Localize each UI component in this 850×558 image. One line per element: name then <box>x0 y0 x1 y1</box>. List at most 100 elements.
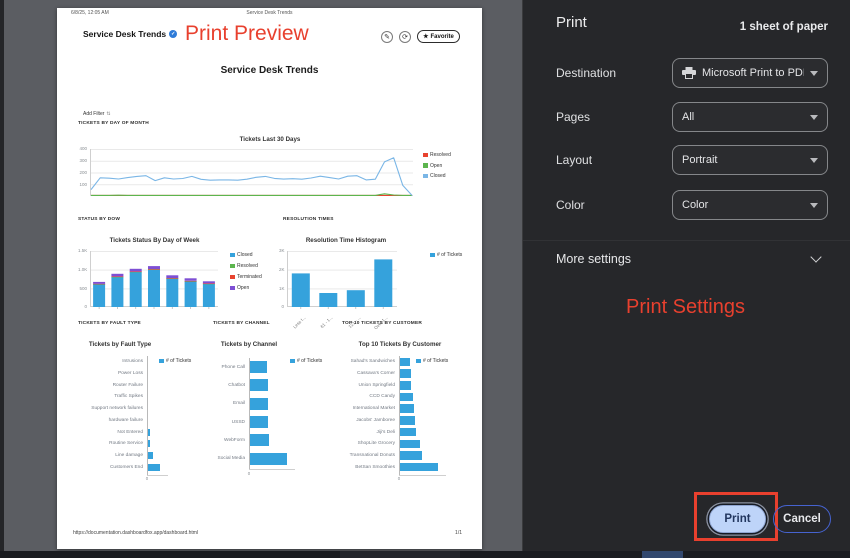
bar <box>93 284 106 307</box>
chart-status-by-day-of-week: Tickets Status By Day of Week 1.5K 1.0K 500… <box>78 234 278 326</box>
bar <box>184 281 197 282</box>
chart-title: Tickets Last 30 Days <box>239 136 301 143</box>
bar <box>111 277 124 307</box>
legend-label: Terminated <box>237 274 262 280</box>
axis-line <box>146 356 148 475</box>
bar <box>147 416 149 424</box>
category-label: Social Media <box>217 456 245 462</box>
page-title: Service Desk Trends <box>220 65 319 76</box>
print-button[interactable]: Print <box>709 505 766 533</box>
bar <box>166 275 179 279</box>
layout-select[interactable]: Portrait <box>672 145 828 175</box>
destination-select[interactable]: Microsoft Print to PDF <box>672 58 828 88</box>
bar <box>399 462 438 472</box>
color-value: Color <box>682 199 709 211</box>
sheet-count: 1 sheet of paper <box>739 21 828 33</box>
bar <box>249 434 269 447</box>
star-icon: ★ <box>423 34 429 40</box>
bar <box>249 416 268 429</box>
category-label: WebForm <box>224 437 245 443</box>
filter-icon: ⇅ <box>106 111 111 117</box>
bar <box>399 439 421 448</box>
printer-icon <box>682 67 696 79</box>
bar <box>148 269 160 307</box>
color-select[interactable]: Color <box>672 190 828 220</box>
legend-swatch <box>423 152 428 158</box>
section-day-of-month: TICKETS BY DAY OF MONTH <box>78 121 149 126</box>
bar <box>148 269 160 270</box>
bar <box>166 278 179 279</box>
bar <box>249 452 287 465</box>
category-label: Customers End <box>109 464 143 470</box>
bar <box>111 276 124 277</box>
bar <box>202 281 215 284</box>
bar <box>147 463 160 471</box>
bar <box>147 393 148 401</box>
axis-label: 1.5K <box>78 248 88 254</box>
legend-item: # of Tickets <box>430 252 462 258</box>
legend-item: Resolved <box>230 263 258 269</box>
bar <box>147 405 148 413</box>
series-line-closed <box>90 157 413 196</box>
print-header-title: Service Desk Trends <box>246 10 293 16</box>
chart-tickets-by-channel: Tickets by Channel # of Tickets Phone Call… <box>202 338 340 493</box>
bar <box>147 370 148 378</box>
section-channel: TICKETS BY CHANNEL <box>213 321 270 326</box>
caret-down-icon <box>810 157 818 163</box>
legend-label: Closed <box>430 173 446 179</box>
legend-swatch <box>416 358 421 364</box>
bar <box>166 278 179 307</box>
preview-page: 6/8/25, 12:05 AM Service Desk Trends Ser… <box>57 8 482 549</box>
section-resolution-times: RESOLUTION TIMES <box>283 217 334 222</box>
category-label: CCD Candy <box>369 394 395 400</box>
dashboard-title: Service Desk Trends ✓ <box>83 29 178 39</box>
bar <box>129 271 142 273</box>
more-settings[interactable]: More settings <box>523 240 850 276</box>
print-settings-panel: Print 1 sheet of paper Destination Micro… <box>522 0 850 551</box>
bar <box>202 283 215 307</box>
legend-swatch <box>423 163 428 168</box>
favorite-button: ★ Favorite <box>417 30 460 43</box>
favorite-label: Favorite <box>430 33 454 40</box>
cancel-button[interactable]: Cancel <box>773 505 831 533</box>
section-customer: TOP 10 TICKETS BY CUSTOMER <box>342 321 423 326</box>
bar <box>184 278 197 281</box>
bar <box>111 276 124 278</box>
category-label: Routine Service <box>109 441 143 447</box>
legend-swatch <box>290 358 295 364</box>
pages-select[interactable]: All <box>672 102 828 132</box>
axis-label: 300 <box>79 158 87 164</box>
caret-down-icon <box>810 202 818 208</box>
layout-label: Layout <box>556 153 593 167</box>
legend-label: # of Tickets <box>437 252 463 258</box>
chart-top-10-by-customer: Top 10 Tickets By Customer # of Tickets Sa… <box>340 338 482 493</box>
category-label: Router Failure <box>112 382 143 388</box>
chart-title: Tickets Status By Day of Week <box>109 237 200 244</box>
bar <box>399 404 414 413</box>
axis-line <box>249 469 295 471</box>
category-label: Intrusions <box>122 359 143 365</box>
bar <box>249 361 267 374</box>
section-status-by-dow: STATUS BY DOW <box>78 217 121 222</box>
axis-line <box>399 474 446 476</box>
print-preview-area: 6/8/25, 12:05 AM Service Desk Trends Ser… <box>4 0 522 551</box>
legend-item: Terminated <box>230 274 262 280</box>
pages-value: All <box>682 111 695 123</box>
legend-item: # of Tickets <box>290 358 322 364</box>
legend-swatch <box>230 252 235 258</box>
legend-item: Closed <box>230 252 253 258</box>
layout-value: Portrait <box>682 154 718 166</box>
taskbar-accent <box>642 551 683 558</box>
footer-page-number: 1/1 <box>455 530 462 536</box>
category-label: ShopLite Grocery <box>357 441 395 447</box>
bar <box>147 381 148 389</box>
taskbar-accent <box>340 551 460 558</box>
category-label: Jiji's Deli <box>376 429 395 435</box>
category-label: USSD <box>231 419 245 425</box>
legend-label: Resolved <box>430 152 451 158</box>
legend-label: # of Tickets <box>423 358 449 364</box>
bar <box>399 416 415 425</box>
legend-label: # of Tickets <box>297 358 323 364</box>
verified-check-icon: ✓ <box>169 30 178 38</box>
axis-line <box>147 474 168 476</box>
